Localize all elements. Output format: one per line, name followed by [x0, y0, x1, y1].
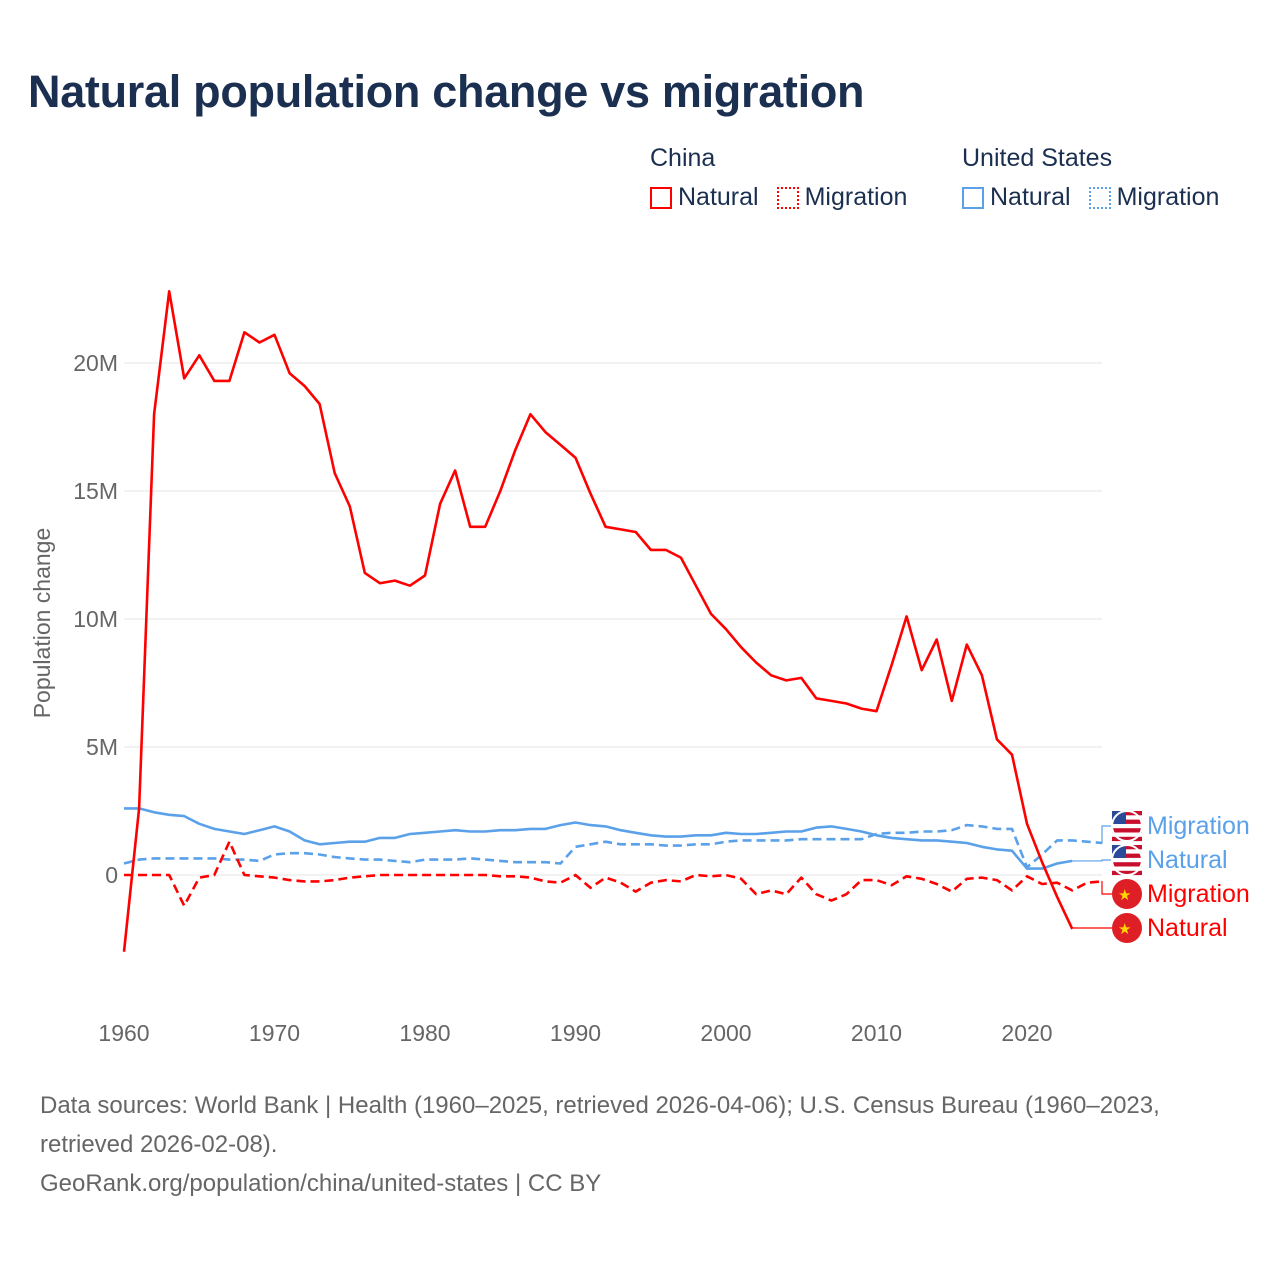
series-line-china-natural [122, 289, 1074, 952]
flag-stripe [1112, 845, 1142, 850]
legend-label: Migration [1116, 183, 1220, 211]
chart-title: Natural population change vs migration [28, 66, 865, 117]
label-connector [1072, 859, 1112, 862]
series-line-united-states-natural [124, 807, 1073, 870]
flag-circle [1112, 879, 1142, 909]
y-tick-label: 10M [73, 606, 118, 632]
flag-stripe [1112, 811, 1142, 816]
label-connector [1101, 880, 1112, 895]
flag-mask [1111, 810, 1143, 842]
credit-link[interactable]: GeoRank.org/population/china/united-stat… [40, 1170, 602, 1197]
legend-item-china-migration[interactable]: Migration [776, 183, 908, 212]
x-tick-label: 1980 [399, 1020, 450, 1046]
legend-label: Migration [804, 183, 908, 211]
legend-united-states: United States Natural Migration [962, 144, 1219, 212]
legend-heading: United States [962, 144, 1113, 172]
end-label[interactable]: Natural [1147, 846, 1228, 874]
china-flag-icon: ★ [1112, 879, 1142, 909]
flag-star: ★ [1118, 887, 1131, 904]
y-tick-label: 20M [73, 350, 118, 376]
flag-stripe [1112, 819, 1142, 824]
label-connector [1071, 927, 1112, 930]
series-line-china-migration [124, 840, 1103, 908]
legend-swatch-solid [650, 186, 672, 209]
y-tick-label: 0 [105, 862, 118, 888]
x-tick-label: 2020 [1001, 1020, 1052, 1046]
flag-mask [1111, 844, 1143, 876]
flag-stripe [1112, 853, 1142, 858]
flag-stripe [1112, 828, 1142, 833]
legend-swatch-dotted [776, 186, 799, 209]
flag-star: ★ [1118, 921, 1131, 938]
flag-canton [1112, 811, 1126, 824]
y-tick-label: 5M [86, 734, 118, 760]
x-tick-label: 2010 [851, 1020, 902, 1046]
flag-stripe [1112, 862, 1142, 867]
end-label[interactable]: Natural [1147, 914, 1228, 942]
us-flag-icon [1111, 844, 1143, 876]
x-tick-label: 1970 [249, 1020, 300, 1046]
legend-item-us-migration[interactable]: Migration [1088, 183, 1220, 212]
china-flag-icon: ★ [1112, 913, 1142, 943]
legend-heading: China [650, 144, 716, 172]
data-sources: Data sources: World Bank | Health (1960–… [40, 1092, 1160, 1158]
legend-swatch-solid [962, 186, 984, 209]
legend-swatch-dotted [1088, 186, 1111, 209]
legend-label: Natural [678, 183, 759, 211]
y-axis-label: Population change [29, 528, 55, 719]
flag-circle [1112, 913, 1142, 943]
y-tick-label: 15M [73, 478, 118, 504]
x-tick-label: 1960 [98, 1020, 149, 1046]
series-line-united-states-migration [123, 823, 1103, 869]
x-tick-label: 1990 [550, 1020, 601, 1046]
legend-label: Natural [990, 183, 1071, 211]
flag-canton [1112, 845, 1126, 858]
label-connector [1101, 825, 1112, 844]
flag-stripe [1112, 836, 1142, 842]
x-tick-label: 2000 [700, 1020, 751, 1046]
legend-item-china-natural[interactable]: Natural [650, 183, 759, 212]
us-flag-icon [1111, 810, 1143, 842]
legend-item-us-natural[interactable]: Natural [962, 183, 1071, 212]
legend-china: China Natural Migration [650, 144, 907, 212]
end-label[interactable]: Migration [1147, 812, 1250, 840]
footer: Data sources: World Bank | Health (1960–… [40, 1086, 1250, 1203]
flag-stripe [1112, 870, 1142, 876]
chart-plot: 0 5M 10M 15M 20M 1960 1970 1980 1990 2000 2010 2020… [29, 289, 1250, 1046]
end-label[interactable]: Migration [1147, 880, 1250, 908]
